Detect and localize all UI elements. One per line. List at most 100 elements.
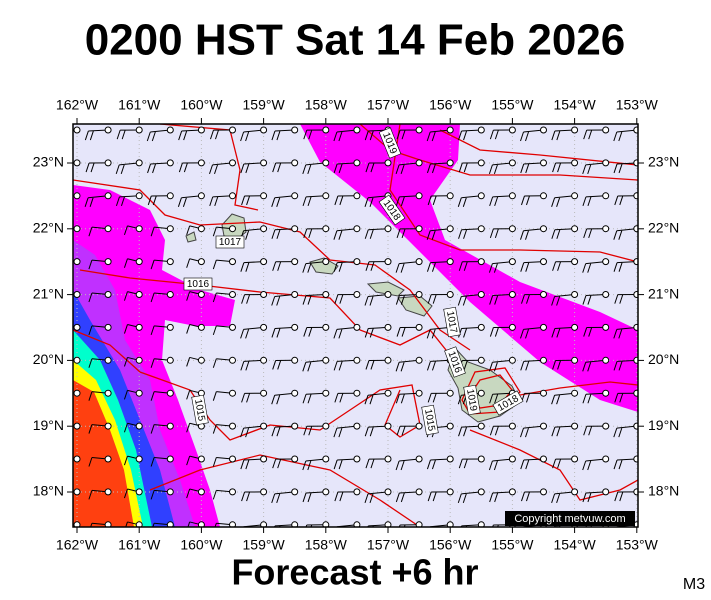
barb-feather <box>303 129 308 140</box>
barb-feather <box>520 230 524 240</box>
station <box>602 389 610 397</box>
barb-feather <box>272 261 277 271</box>
isobar-label-text: 1015 <box>192 398 207 422</box>
barb-feather <box>121 129 126 140</box>
lat-label: 21°N <box>648 285 679 301</box>
station <box>477 422 485 430</box>
station <box>353 323 361 331</box>
station <box>104 323 112 331</box>
station <box>540 291 547 298</box>
station <box>104 422 112 430</box>
barb-feather <box>152 523 155 527</box>
barb-feather <box>618 230 623 240</box>
barb-feather <box>582 295 587 305</box>
barb-feather <box>613 329 618 339</box>
station <box>477 356 485 364</box>
barb-feather <box>246 195 251 206</box>
barb-feather <box>395 295 400 305</box>
barb-feather <box>302 164 307 175</box>
barb-feather <box>245 427 250 438</box>
station <box>322 258 330 266</box>
barb-feather <box>525 230 529 240</box>
barb-feather <box>520 262 525 272</box>
station <box>166 159 174 167</box>
barb-feather <box>302 492 307 503</box>
station <box>166 455 174 463</box>
barb-feather <box>302 295 307 305</box>
barb-feather <box>557 360 562 370</box>
barb-feather <box>613 427 618 438</box>
station <box>571 126 579 134</box>
station <box>260 291 268 298</box>
station <box>415 356 423 364</box>
station <box>477 126 485 134</box>
station <box>602 258 610 266</box>
barb-feather <box>525 427 529 438</box>
station <box>104 356 112 364</box>
barb-feather <box>245 262 250 272</box>
station <box>415 389 423 397</box>
barb-feather <box>619 393 624 403</box>
station <box>477 159 485 167</box>
station <box>633 126 638 134</box>
barb-feather <box>494 327 499 337</box>
lon-label: 155°W <box>491 537 534 553</box>
isobar <box>519 381 638 396</box>
barb-feather <box>614 294 619 304</box>
station <box>602 291 610 298</box>
barb-feather <box>434 526 436 527</box>
isobar <box>389 124 638 263</box>
barb-feather <box>364 427 369 437</box>
isobar-label: 1015 <box>191 394 209 426</box>
barb-feather <box>493 362 498 372</box>
barb-feather <box>54 132 57 141</box>
barb-feather <box>582 196 587 207</box>
barb-feather <box>90 523 93 527</box>
station <box>353 192 361 200</box>
station <box>73 192 81 200</box>
barb-feather <box>370 261 375 271</box>
barb-feather <box>395 196 400 207</box>
barb-feather <box>494 394 499 404</box>
station <box>384 422 392 430</box>
barb-feather <box>89 130 94 141</box>
barb-feather <box>240 329 245 339</box>
barb-feather <box>303 228 308 239</box>
barb-feather <box>427 195 432 206</box>
station <box>229 455 236 463</box>
barb-feather <box>307 295 312 305</box>
lon-label: 154°W <box>554 97 597 113</box>
barb-feather <box>489 394 494 404</box>
barb-feather <box>245 361 250 371</box>
barb-feather <box>582 362 587 372</box>
barb-feather <box>556 296 561 306</box>
barb-feather <box>120 164 125 175</box>
barb-feather <box>123 488 128 499</box>
station <box>633 389 638 397</box>
barb-feather <box>551 197 556 207</box>
station <box>73 291 81 298</box>
barb-feather <box>369 427 374 437</box>
barb-feather <box>613 230 618 240</box>
barb-feather <box>493 164 498 175</box>
station <box>166 356 174 364</box>
barb-feather <box>618 262 623 272</box>
barb-feather <box>88 227 93 237</box>
barb-feather <box>240 163 245 174</box>
barb-feather <box>302 362 307 372</box>
barb-feather <box>308 228 313 239</box>
barb-feather <box>88 358 93 368</box>
barb-feather <box>338 459 343 470</box>
barb-feather <box>276 427 281 437</box>
isobar <box>149 454 421 527</box>
station <box>229 159 236 167</box>
isobar <box>73 179 471 351</box>
barb-feather <box>587 263 592 273</box>
barb-feather <box>245 329 250 339</box>
barb-feather <box>183 162 188 173</box>
station <box>104 159 112 167</box>
lon-label: 161°W <box>118 97 161 113</box>
barb-feather <box>90 162 95 173</box>
barb-feather <box>271 197 276 207</box>
barb-feather <box>489 228 494 239</box>
